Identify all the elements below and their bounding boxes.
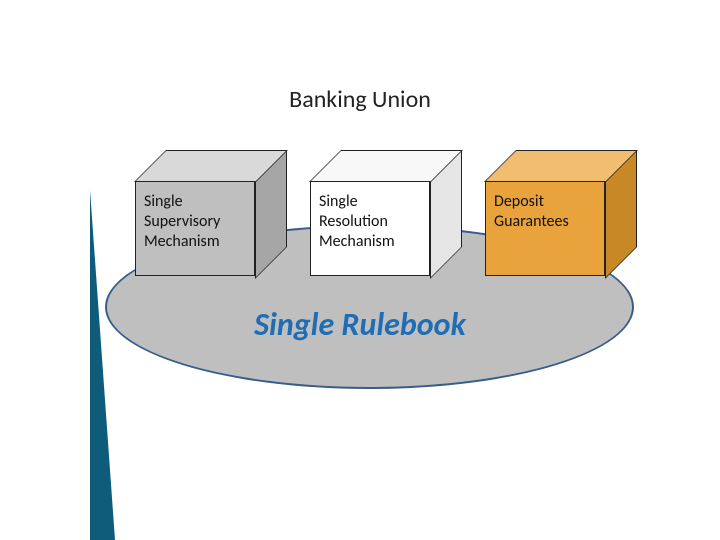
accent-triangle-shade: [90, 190, 115, 540]
cube-front-label: Single Supervisory Mechanism: [135, 181, 255, 276]
cube-front-label: Single Resolution Mechanism: [310, 181, 430, 276]
diagram-title: Banking Union: [0, 85, 720, 114]
foundation-label: Single Rulebook: [0, 305, 720, 344]
cube-front-label: Deposit Guarantees: [485, 181, 605, 276]
